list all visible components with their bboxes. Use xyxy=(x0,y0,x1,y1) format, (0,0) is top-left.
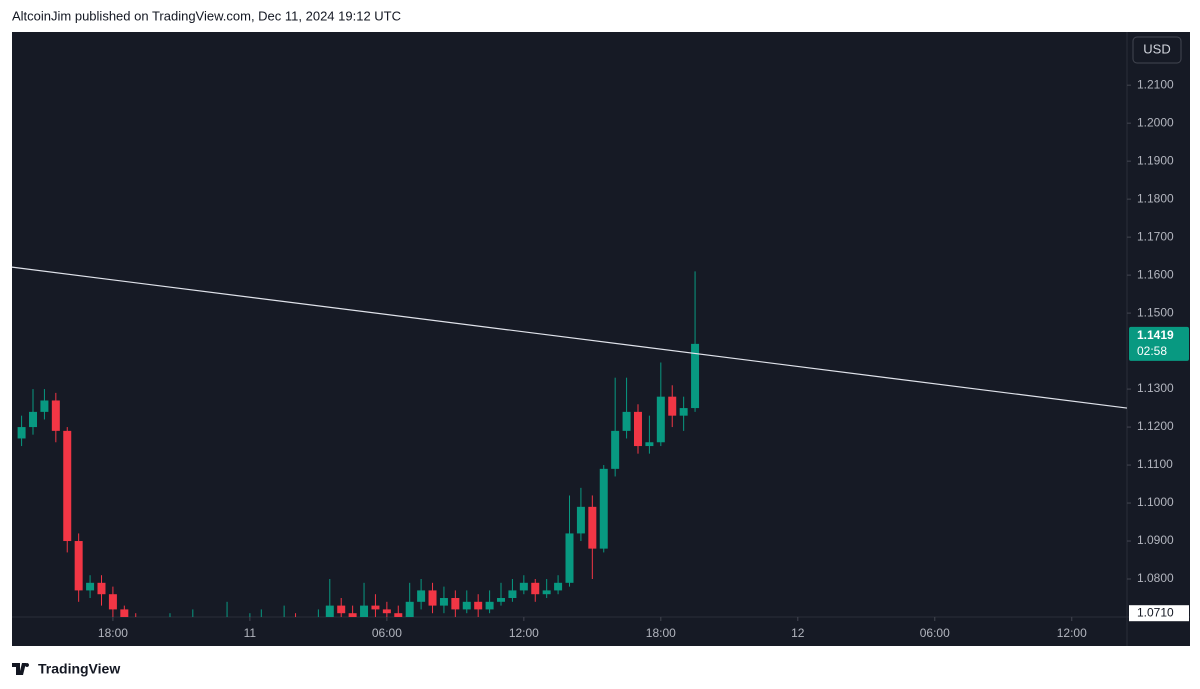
y-tick-label: 1.1500 xyxy=(1137,305,1174,319)
candle-body xyxy=(40,400,49,412)
last-price-label: 1.1419 xyxy=(1137,328,1174,342)
footer: TradingView xyxy=(38,661,120,677)
candle-body xyxy=(325,605,334,617)
candle-body xyxy=(668,396,677,416)
y-tick-label: 1.1800 xyxy=(1137,191,1174,205)
candle-body xyxy=(74,541,83,591)
x-tick-label: 18:00 xyxy=(646,626,676,640)
candle-body xyxy=(371,605,380,610)
chart-background xyxy=(12,32,1190,646)
footer-logo xyxy=(12,663,30,675)
currency-box[interactable] xyxy=(1132,36,1182,64)
x-tick-label: 12:00 xyxy=(509,626,539,640)
header: AltcoinJim published on TradingView.com,… xyxy=(12,8,401,23)
countdown: 02:58 xyxy=(1137,344,1167,358)
bottom-price-box xyxy=(1129,605,1189,622)
x-tick-label: 06:00 xyxy=(372,626,402,640)
plot xyxy=(12,266,1127,617)
candle-body xyxy=(29,411,37,428)
y-tick-label: 1.1000 xyxy=(1137,495,1174,509)
last-price-box xyxy=(1129,326,1189,361)
candle-body xyxy=(337,605,346,614)
candle-body xyxy=(474,601,483,610)
candle-body xyxy=(542,590,551,595)
candle-body xyxy=(462,601,471,610)
candle-body xyxy=(405,601,414,617)
candle-body xyxy=(611,430,620,469)
candle-body xyxy=(691,343,700,409)
candle-body xyxy=(645,442,654,447)
y-tick-label: 1.0800 xyxy=(1137,571,1174,585)
candle-body xyxy=(428,590,437,606)
x-tick-label: 18:00 xyxy=(98,626,128,640)
candle-body xyxy=(451,598,460,610)
x-tick-label: 12:00 xyxy=(1057,626,1087,640)
candle-body xyxy=(51,400,60,431)
candle-body xyxy=(394,613,403,617)
candle-body xyxy=(120,609,129,617)
trend-line xyxy=(12,266,1127,409)
candle-body xyxy=(519,582,528,591)
candle-body xyxy=(576,506,585,534)
y-tick-label: 1.1600 xyxy=(1137,267,1174,281)
y-tick-label: 1.1300 xyxy=(1137,381,1174,395)
candle-body xyxy=(86,582,95,591)
currency[interactable]: USD xyxy=(1143,41,1170,56)
candle-body xyxy=(439,598,448,606)
candle-body xyxy=(108,594,117,610)
candle-body xyxy=(588,506,597,549)
x-tick-label: 11 xyxy=(244,626,257,640)
candle-body xyxy=(348,613,357,617)
candle-body xyxy=(63,430,72,542)
candle-body xyxy=(508,590,517,599)
candle-body xyxy=(360,605,369,617)
y-tick-label: 1.1200 xyxy=(1137,419,1174,433)
y-tick-label: 1.1700 xyxy=(1137,229,1174,243)
candle-body xyxy=(97,582,106,595)
y-tick-label: 1.2000 xyxy=(1137,115,1174,129)
candle-body xyxy=(417,590,426,602)
x-tick-label: 06:00 xyxy=(920,626,950,640)
candle-body xyxy=(554,582,563,591)
candle-body xyxy=(565,533,574,583)
candle-body xyxy=(622,411,631,431)
bottom-price-label: 1.0710 xyxy=(1137,605,1174,619)
y-tick-label: 1.1100 xyxy=(1137,457,1173,471)
candle-body xyxy=(633,411,642,447)
y-tick-label: 1.0900 xyxy=(1137,533,1174,547)
x-tick-label: 12 xyxy=(791,626,805,640)
candle-body xyxy=(485,601,494,610)
candle-body xyxy=(17,427,26,439)
candle-body xyxy=(679,408,688,416)
candle-body xyxy=(497,598,506,602)
candle-body xyxy=(656,396,665,443)
y-tick-label: 1.2100 xyxy=(1137,77,1174,91)
candle-body xyxy=(382,609,391,614)
candle-body xyxy=(599,468,608,549)
candle-body xyxy=(531,582,540,595)
y-tick-label: 1.1900 xyxy=(1137,153,1174,167)
